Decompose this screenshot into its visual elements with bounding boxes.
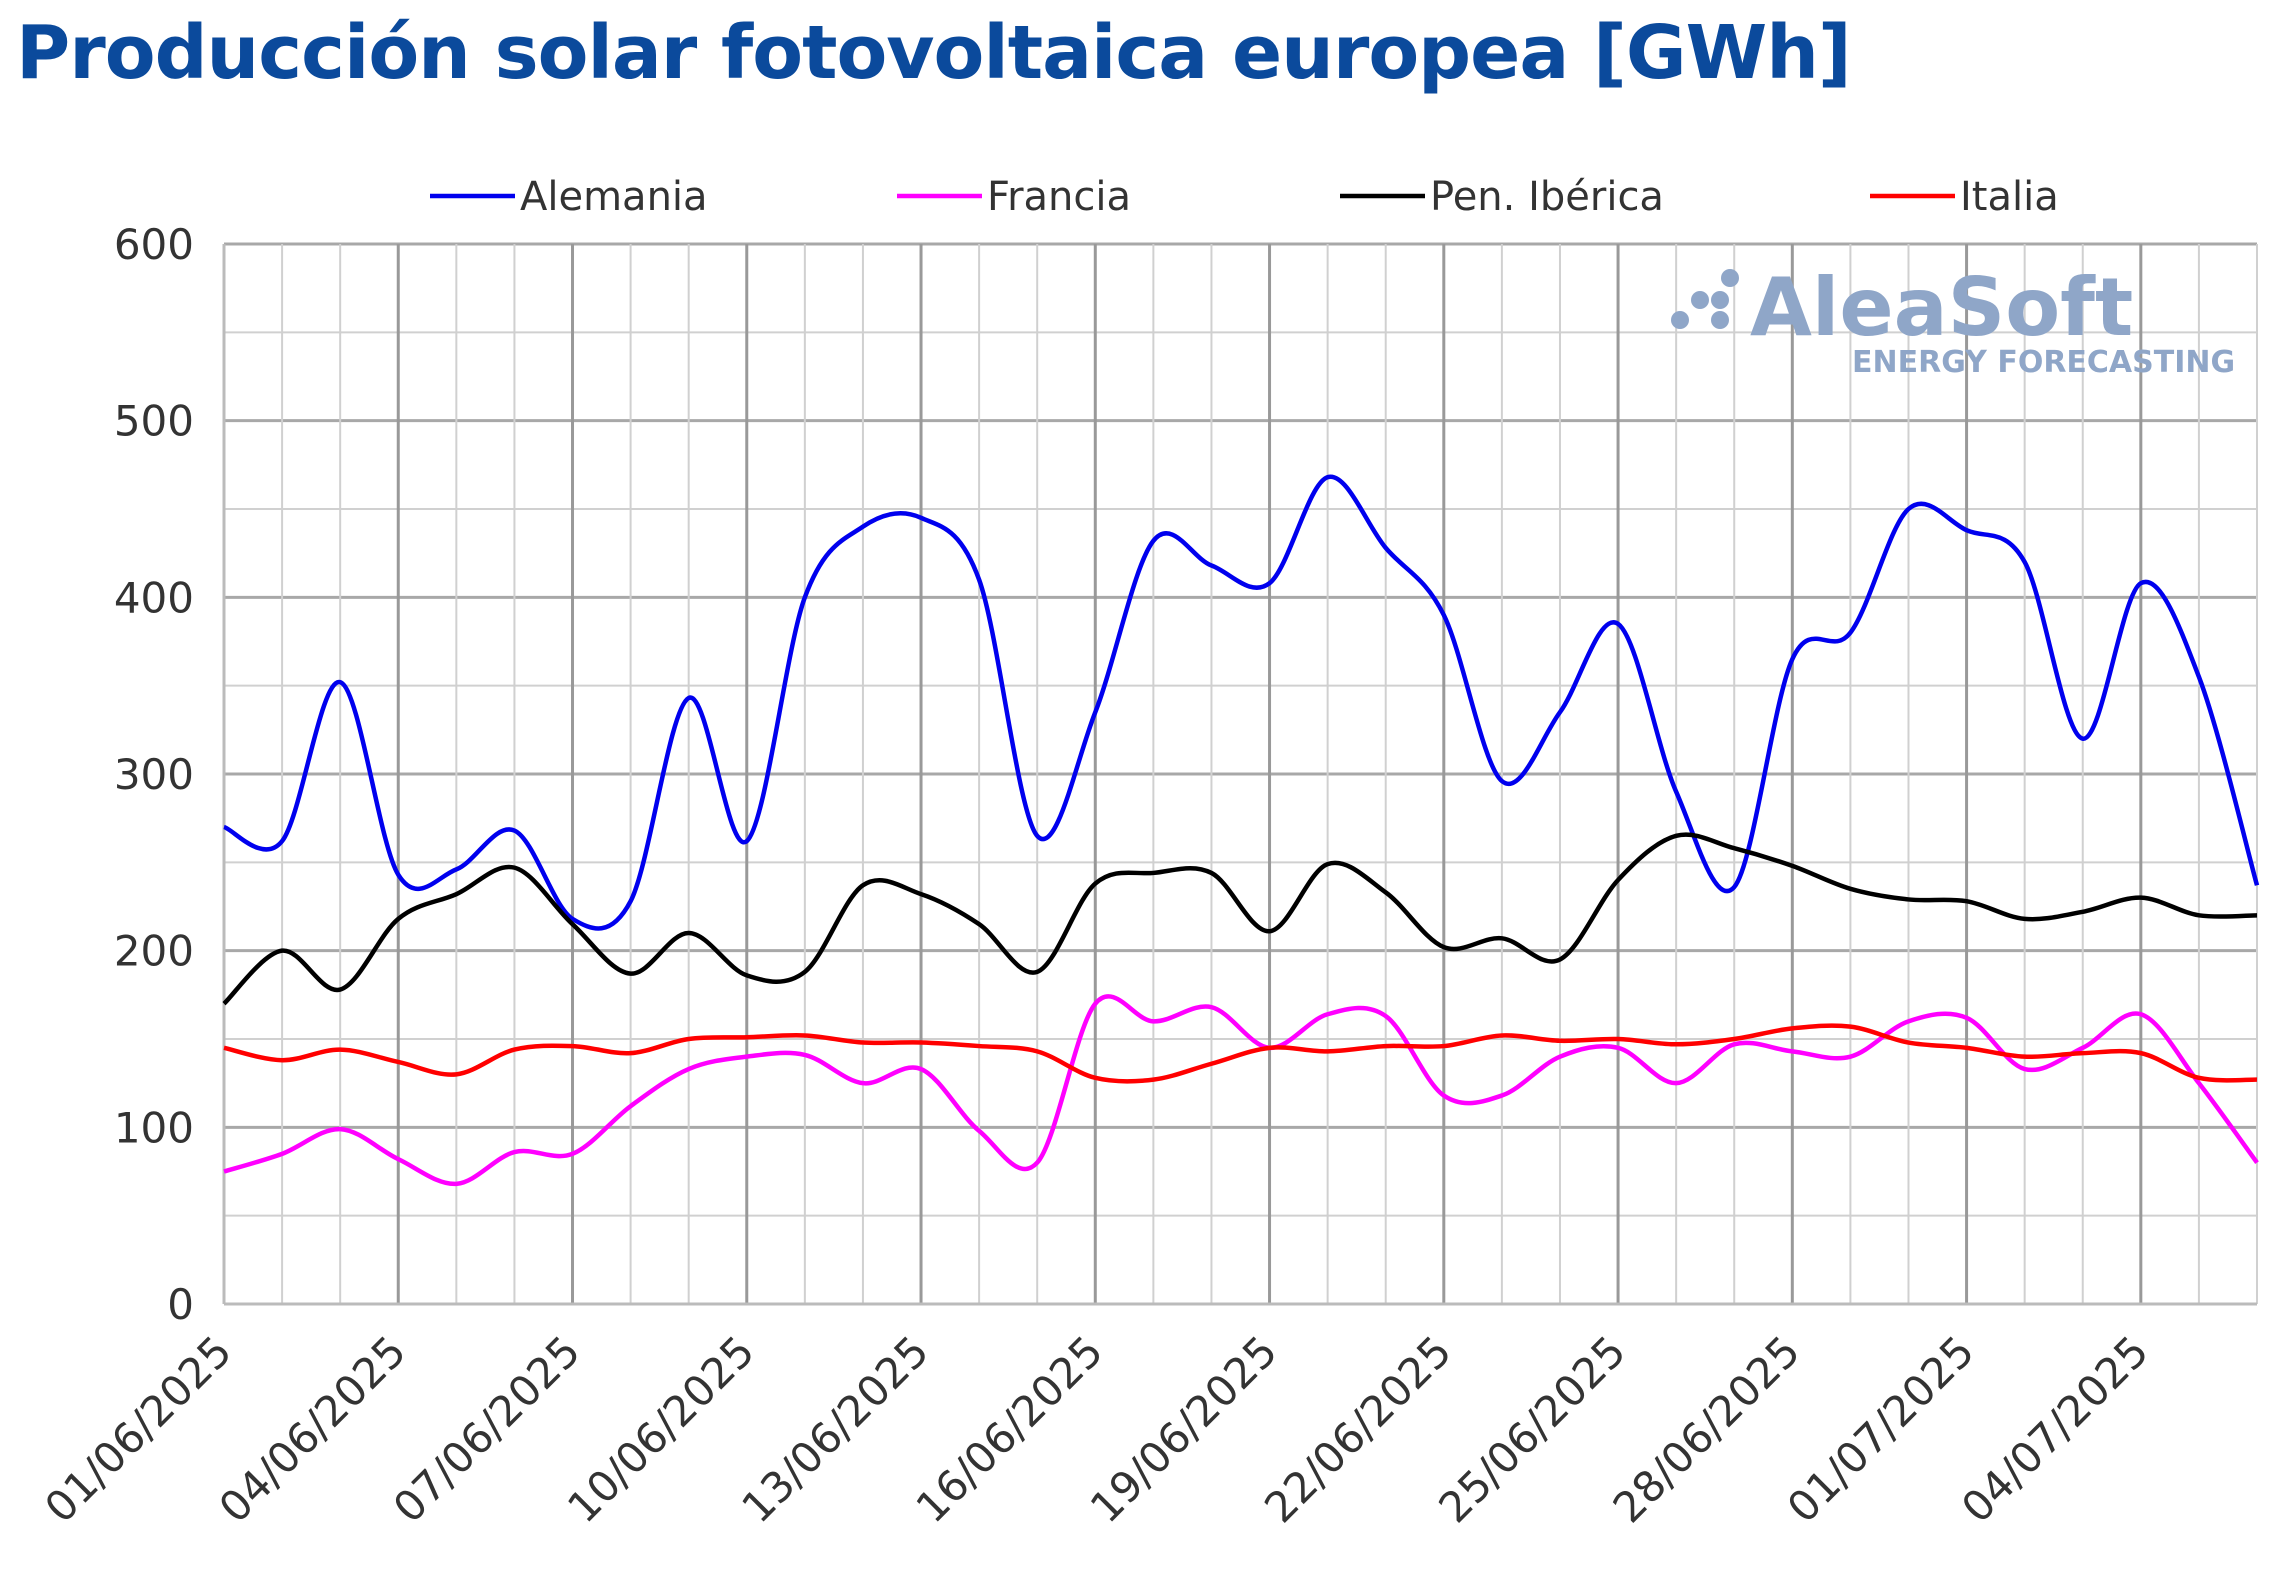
- y-tick-label: 0: [167, 1280, 194, 1329]
- x-tick-label: 04/06/2025: [210, 1326, 416, 1532]
- logo-dot-icon: [1711, 291, 1729, 309]
- logo-dot-icon: [1711, 311, 1729, 329]
- series-line-pen-ib-rica: [222, 832, 2258, 1006]
- x-tick-label: 22/06/2025: [1255, 1326, 1461, 1532]
- series-line-alemania: [223, 474, 2260, 931]
- legend-label: Pen. Ibérica: [1430, 174, 1664, 220]
- x-tick-label: 04/07/2025: [1952, 1326, 2158, 1532]
- y-tick-label: 100: [114, 1103, 194, 1152]
- x-tick-label: 10/06/2025: [558, 1326, 764, 1532]
- legend-label: Francia: [987, 174, 1131, 220]
- x-tick-label: 25/06/2025: [1429, 1326, 1635, 1532]
- legend-label: Alemania: [520, 174, 708, 220]
- x-tick-label: 07/06/2025: [384, 1326, 590, 1532]
- y-tick-label: 600: [114, 220, 194, 269]
- watermark-tagline: ENERGY FORECASTING: [1852, 345, 2235, 380]
- x-tick-label: 01/07/2025: [1778, 1326, 1984, 1532]
- x-tick-label: 01/06/2025: [35, 1326, 241, 1532]
- x-tick-label: 28/06/2025: [1604, 1326, 1810, 1532]
- y-tick-label: 500: [114, 397, 194, 446]
- x-tick-label: 19/06/2025: [1081, 1326, 1287, 1532]
- y-tick-label: 200: [114, 927, 194, 976]
- chart-title: Producción solar fotovoltaica europea [G…: [16, 10, 1852, 96]
- x-tick-label: 13/06/2025: [732, 1326, 938, 1532]
- logo-dot-icon: [1671, 311, 1689, 329]
- y-tick-label: 300: [114, 750, 194, 799]
- logo-dot-icon: [1721, 269, 1739, 287]
- series-line-francia: [223, 994, 2259, 1187]
- legend-label: Italia: [1960, 174, 2059, 220]
- watermark-brand: AleaSoft: [1750, 261, 2133, 354]
- logo-dot-icon: [1691, 291, 1709, 309]
- y-tick-label: 400: [114, 573, 194, 622]
- series-line-italia: [223, 1023, 2258, 1084]
- x-tick-label: 16/06/2025: [907, 1326, 1113, 1532]
